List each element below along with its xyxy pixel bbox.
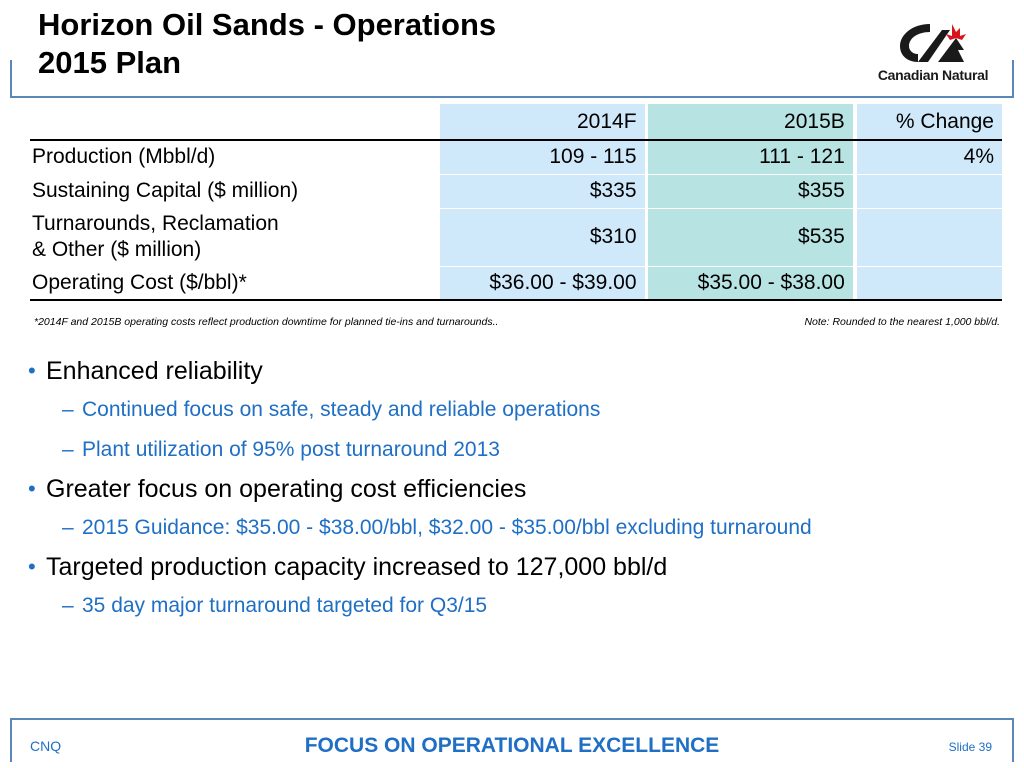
sub-bullet-text: 35 day major turnaround targeted for Q3/… (82, 594, 488, 617)
operations-table: 2014F 2015B % Change Production (Mbbl/d)… (30, 104, 1002, 301)
sub-bullet-text: 2015 Guidance: $35.00 - $38.00/bbl, $32.… (82, 516, 812, 539)
bullet-item: • Targeted production capacity increased… (28, 548, 1008, 586)
cell-2015b: 111 - 121 (648, 139, 853, 174)
header-empty (30, 104, 441, 141)
table-row: Turnarounds, Reclamation & Other ($ mill… (30, 207, 1002, 266)
cell-2014f: $36.00 - $39.00 (440, 265, 645, 301)
company-logo: Canadian Natural (868, 20, 998, 86)
bullet-text: Greater focus on operating cost efficien… (46, 475, 527, 503)
table-row: Operating Cost ($/bbl)* $36.00 - $39.00 … (30, 265, 1002, 301)
cell-change (856, 173, 1002, 208)
title-line-1: Horizon Oil Sands - Operations (38, 7, 497, 42)
bullet-text: Enhanced reliability (46, 357, 263, 385)
sub-bullet-text: Continued focus on safe, steady and reli… (82, 398, 601, 421)
slide-frame-bottom (10, 718, 1014, 762)
cell-change (856, 265, 1002, 301)
dash-icon: – (62, 516, 74, 539)
cell-change (856, 207, 1002, 266)
sub-bullet-item: – Continued focus on safe, steady and re… (28, 390, 1008, 430)
bullet-dot-icon: • (28, 554, 36, 579)
table-row: Production (Mbbl/d) 109 - 115 111 - 121 … (30, 139, 1002, 174)
bullet-item: • Enhanced reliability (28, 352, 1008, 390)
cell-2014f: 109 - 115 (440, 139, 645, 174)
rounding-note: Note: Rounded to the nearest 1,000 bbl/d… (804, 316, 1000, 328)
row-label-line-2: & Other ($ million) (32, 238, 202, 261)
table-header-row: 2014F 2015B % Change (30, 104, 1002, 141)
row-label: Turnarounds, Reclamation & Other ($ mill… (30, 207, 441, 266)
cell-2015b: $355 (648, 173, 853, 208)
title-line-2: 2015 Plan (38, 45, 182, 80)
logo-mark-icon (900, 24, 966, 62)
footer-tagline: FOCUS ON OPERATIONAL EXCELLENCE (304, 734, 720, 757)
dash-icon: – (62, 594, 74, 617)
table-row: Sustaining Capital ($ million) $335 $355 (30, 173, 1002, 208)
bullet-text: Targeted production capacity increased t… (46, 553, 668, 581)
row-label: Production (Mbbl/d) (30, 139, 441, 174)
cell-2014f: $310 (440, 207, 645, 266)
bullet-item: • Greater focus on operating cost effici… (28, 470, 1008, 508)
sub-bullet-item: – 2015 Guidance: $35.00 - $38.00/bbl, $3… (28, 508, 1008, 548)
logo-wordmark: Canadian Natural (877, 67, 989, 83)
sub-bullet-item: – Plant utilization of 95% post turnarou… (28, 430, 1008, 470)
dash-icon: – (62, 398, 74, 421)
bullet-dot-icon: • (28, 476, 36, 501)
cell-2014f: $335 (440, 173, 645, 208)
bullet-list: • Enhanced reliability – Continued focus… (28, 352, 1008, 626)
cell-change: 4% (856, 139, 1002, 174)
slide-title: Horizon Oil Sands - Operations 2015 Plan (38, 6, 496, 82)
footer-ticker: CNQ (30, 738, 62, 754)
header-2014f: 2014F (440, 104, 645, 141)
bullet-dot-icon: • (28, 358, 36, 383)
slide-number: Slide 39 (948, 740, 992, 754)
row-label-line-1: Turnarounds, Reclamation (32, 212, 279, 235)
slide-frame-top (10, 60, 1014, 98)
cell-2015b: $35.00 - $38.00 (648, 265, 853, 301)
header-change: % Change (856, 104, 1002, 141)
table-footnote: *2014F and 2015B operating costs reflect… (34, 316, 499, 328)
sub-bullet-item: – 35 day major turnaround targeted for Q… (28, 586, 1008, 626)
sub-bullet-text: Plant utilization of 95% post turnaround… (82, 438, 500, 461)
row-label: Sustaining Capital ($ million) (30, 173, 441, 208)
row-label: Operating Cost ($/bbl)* (30, 265, 441, 301)
cell-2015b: $535 (648, 207, 853, 266)
dash-icon: – (62, 438, 74, 461)
header-2015b: 2015B (648, 104, 853, 141)
